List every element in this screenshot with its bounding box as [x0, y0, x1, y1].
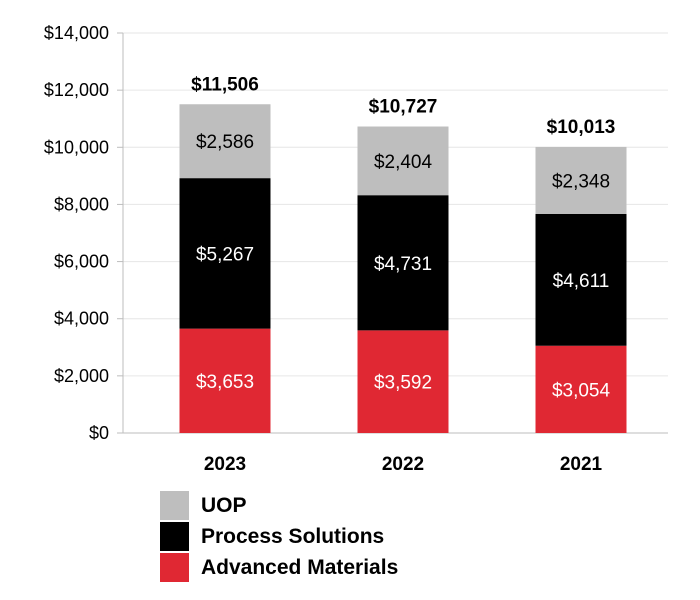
bar-segment [535, 146, 627, 214]
y-tick-label: $2,000 [54, 366, 109, 386]
legend-item-uop: UOP [160, 490, 398, 521]
legend: UOP Process Solutions Advanced Materials [160, 490, 398, 583]
y-tick-label: $4,000 [54, 309, 109, 329]
y-tick-label: $0 [89, 423, 109, 443]
legend-swatch-process-solutions [160, 522, 189, 551]
bar-segment [535, 214, 627, 346]
x-tick-label: 2022 [382, 454, 424, 475]
bar-segment [357, 195, 449, 331]
legend-item-process-solutions: Process Solutions [160, 521, 398, 552]
data-label: $2,404 [374, 152, 433, 173]
total-label: $10,013 [547, 117, 616, 138]
legend-swatch-uop [160, 491, 189, 520]
bar-labels: $3,653 $5,267 $2,586 $11,506 2023 $3,592 $4,73… [191, 74, 615, 475]
y-tick-label: $10,000 [44, 137, 109, 157]
x-tick-label: 2021 [560, 454, 603, 475]
bar-segment [535, 345, 627, 433]
data-label: $2,348 [552, 171, 610, 192]
data-label: $3,054 [552, 380, 611, 401]
bar-segment [357, 126, 449, 196]
bar-segment [179, 104, 271, 179]
bar-segment [179, 328, 271, 433]
data-label: $2,586 [196, 132, 254, 153]
y-tick-label: $14,000 [44, 23, 109, 43]
legend-item-advanced-materials: Advanced Materials [160, 552, 398, 583]
y-tick-label: $8,000 [54, 194, 109, 214]
data-label: $3,592 [374, 373, 432, 394]
legend-label-uop: UOP [201, 493, 247, 517]
total-label: $10,727 [369, 97, 438, 118]
y-tick-label: $12,000 [44, 80, 109, 100]
data-label: $3,653 [196, 372, 254, 393]
bar-segment [179, 178, 271, 329]
x-tick-label: 2023 [204, 454, 246, 475]
total-label: $11,506 [191, 74, 259, 95]
data-label: $5,267 [196, 244, 254, 265]
legend-label-advanced-materials: Advanced Materials [201, 555, 399, 579]
data-label: $4,731 [374, 254, 432, 275]
legend-label-process-solutions: Process Solutions [201, 524, 385, 548]
bar-segment [357, 330, 449, 433]
legend-swatch-advanced-materials [160, 553, 189, 582]
data-label: $4,611 [553, 271, 610, 292]
bars [179, 104, 627, 433]
y-tick-label: $6,000 [54, 252, 109, 272]
